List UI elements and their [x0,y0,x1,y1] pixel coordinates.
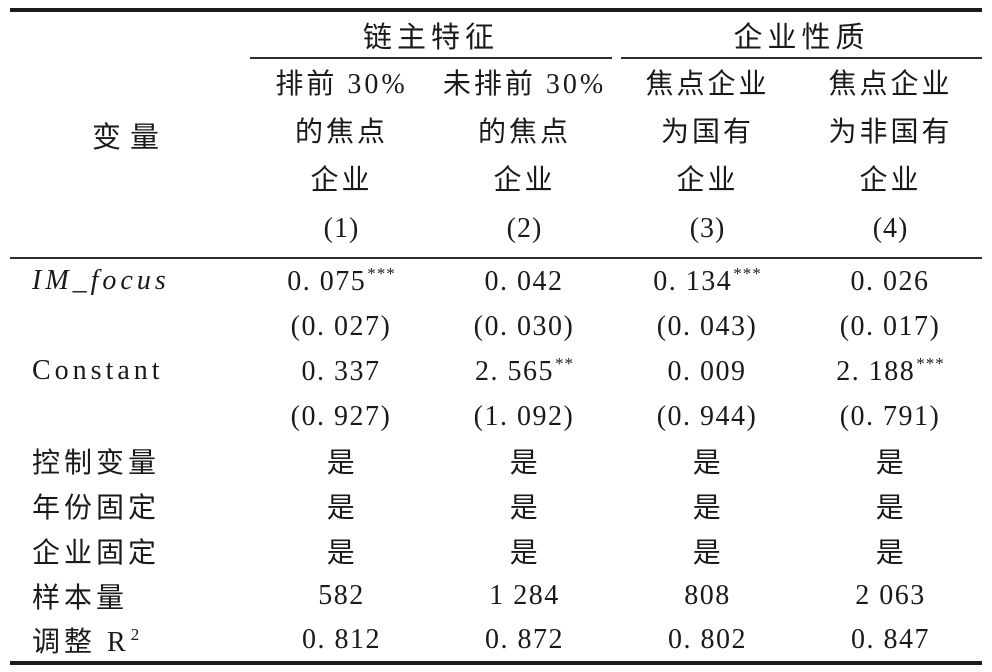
value-cell: 是 [509,447,540,479]
value-cell: (0. 043) [656,310,758,342]
value-cell: (1. 092) [473,400,575,432]
column-header-row: 排前 30% 的焦点 企业 (1) 未排前 30% 的焦点 企业 (2) 焦点企… [10,59,983,259]
table-row-im-focus: IM_focus 0. 075*** 0. 042 0. 134*** 0. 0… [10,258,982,303]
table-row-firm-fe: 企业固定 是 是 是 是 [10,528,982,573]
group-header-chain-owner-label: 链主特征 [250,12,613,59]
significance-stars: *** [733,264,762,283]
value-cell: 582 [318,579,365,611]
row-label: 样本量 [32,582,129,614]
value-cell: (0. 017) [839,310,941,342]
value-cell: 0. 134*** [653,264,762,297]
value-cell: 是 [509,492,540,524]
regression-table: 变量 链主特征 企业性质 排前 30% 的焦点 企业 (1) 未排前 30% 的… [10,8,983,665]
table-row-sample-size: 样本量 582 1 284 808 2 063 [10,573,982,618]
value-cell: 是 [692,447,723,479]
value-cell: 0. 009 [667,355,747,387]
value-cell: 2 063 [855,579,926,611]
value-cell: 808 [684,579,731,611]
value-cell: 是 [326,537,357,569]
value-cell: 是 [692,537,723,569]
value-cell: 是 [875,447,906,479]
table-row-constant: Constant 0. 337 2. 565** 0. 009 2. 188**… [10,348,982,393]
significance-stars: *** [916,353,945,373]
column-number-4: (4) [872,213,909,244]
value-cell: 是 [326,492,357,524]
table-row-im-focus-se: (0. 027) (0. 030) (0. 043) (0. 017) [10,303,982,348]
column-number-3: (3) [689,213,726,244]
value-cell: (0. 030) [473,310,575,342]
group-header-row: 变量 链主特征 企业性质 [10,10,983,259]
value-cell: 0. 847 [851,623,931,655]
column-header-1: 排前 30% 的焦点 企业 (1) [250,59,433,259]
value-cell: 0. 026 [850,266,930,297]
value-cell: (0. 944) [656,400,758,432]
value-cell: 0. 802 [668,623,748,655]
value-cell: 是 [509,537,540,569]
value-cell: 是 [326,447,357,479]
r-squared-superscript: 2 [130,624,140,644]
column-number-2: (2) [506,213,543,244]
row-label: 调整 R2 [32,624,140,658]
significance-stars: ** [555,353,574,373]
value-cell: 2. 188*** [836,353,945,387]
table-row-constant-se: (0. 927) (1. 092) (0. 944) (0. 791) [10,393,982,438]
value-cell: 是 [692,492,723,524]
value-cell: 0. 872 [485,623,564,655]
value-cell: 0. 042 [484,266,564,297]
significance-stars: *** [367,264,396,283]
value-cell: 是 [875,492,906,524]
value-cell: 0. 075*** [287,264,396,297]
group-header-firm-nature-label: 企业性质 [621,12,983,59]
table-row-adjusted-r2: 调整 R2 0. 812 0. 872 0. 802 0. 847 [10,618,982,663]
value-cell: 0. 337 [301,355,381,387]
column-header-4: 焦点企业 为非国有 企业 (4) [799,59,983,259]
group-header-chain-owner: 链主特征 [250,10,616,59]
value-cell: (0. 927) [290,400,392,432]
group-header-firm-nature: 企业性质 [616,10,983,59]
table-row-controls: 控制变量 是 是 是 是 [10,438,982,483]
row-label: 企业固定 [32,537,161,569]
row-label: Constant [32,354,164,386]
value-cell: (0. 791) [839,400,941,432]
variable-column-header: 变量 [10,10,250,259]
column-number-1: (1) [323,213,360,244]
value-cell: 2. 565** [475,353,574,387]
value-cell: 0. 812 [302,623,381,655]
column-header-2: 未排前 30% 的焦点 企业 (2) [433,59,617,259]
table-row-year-fe: 年份固定 是 是 是 是 [10,483,982,528]
row-label [10,393,250,438]
value-cell: 1 284 [489,579,560,611]
row-label [10,303,250,348]
value-cell: 是 [875,537,906,569]
row-label: IM_focus [32,265,170,296]
value-cell: (0. 027) [290,310,392,342]
row-label: 控制变量 [32,447,161,479]
column-header-3: 焦点企业 为国有 企业 (3) [616,59,800,259]
row-label: 年份固定 [32,492,161,524]
